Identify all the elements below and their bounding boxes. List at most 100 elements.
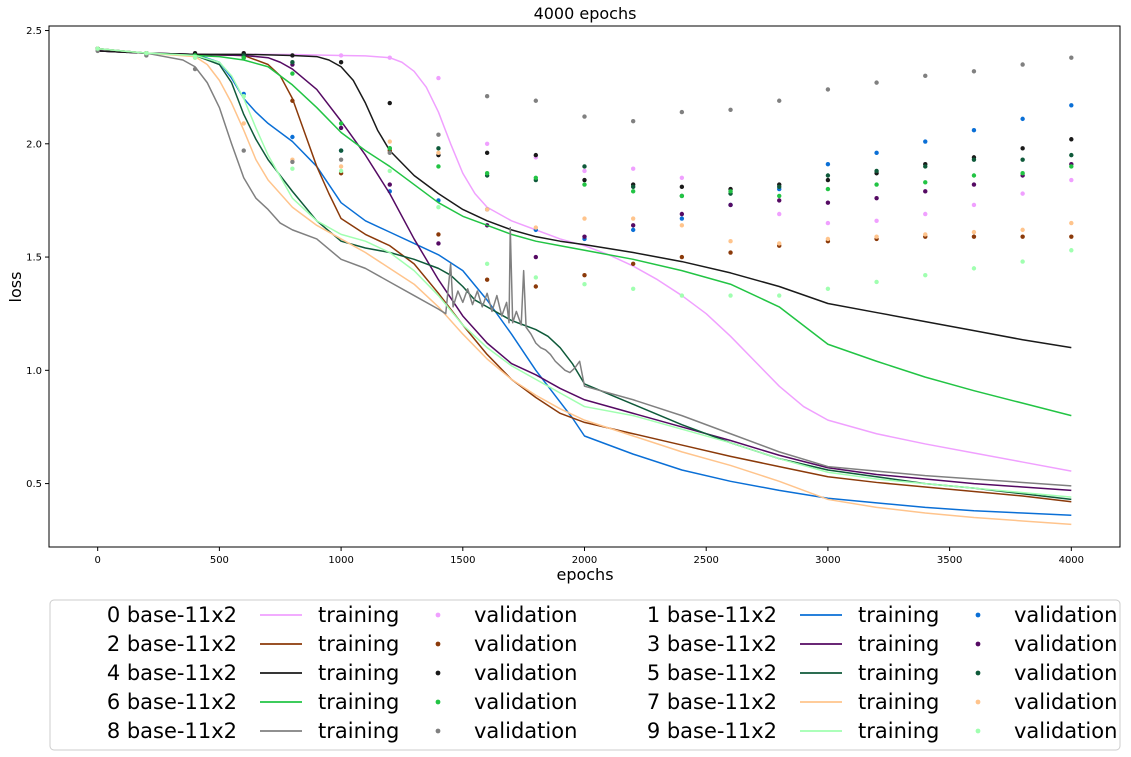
validation-point-6: [387, 146, 392, 151]
y-tick-label: 2.5: [26, 26, 42, 37]
validation-point-9: [874, 279, 879, 285]
legend-series-name: 0 base-11x2: [107, 603, 237, 627]
validation-point-8: [874, 80, 879, 85]
validation-point-8: [484, 94, 490, 99]
legend-entry-4: 4 base-11x2 training validation: [107, 661, 578, 685]
validation-point-9: [679, 293, 685, 298]
legend-series-name: 2 base-11x2: [107, 632, 237, 656]
validation-point-8: [1069, 55, 1074, 60]
legend-validation-swatch: [975, 612, 981, 618]
legend-series-name: 4 base-11x2: [107, 661, 237, 685]
series-8: [95, 47, 1074, 487]
validation-point-8: [971, 69, 977, 74]
y-tick-label: 0.5: [26, 479, 42, 490]
validation-point-7: [728, 239, 733, 244]
legend-series-name: 5 base-11x2: [647, 661, 777, 685]
training-line-4: [97, 50, 1072, 349]
validation-point-6: [582, 182, 587, 187]
chart-title: 4000 epochs: [534, 4, 637, 23]
validation-point-0: [777, 211, 782, 217]
validation-point-8: [777, 98, 782, 103]
validation-point-3: [436, 241, 441, 246]
validation-point-2: [1069, 234, 1074, 239]
x-tick-label: 1500: [450, 555, 475, 566]
validation-point-6: [290, 71, 295, 76]
validation-point-3: [728, 202, 733, 208]
legend-validation-swatch: [435, 612, 441, 618]
legend-training-label: training: [318, 719, 399, 743]
legend-validation-label: validation: [1014, 690, 1117, 714]
validation-point-5: [1069, 152, 1074, 158]
validation-point-8: [679, 109, 685, 115]
validation-point-7: [1069, 220, 1074, 226]
validation-point-8: [825, 87, 831, 92]
validation-point-9: [728, 293, 733, 298]
legend-validation-label: validation: [474, 690, 577, 714]
validation-point-0: [387, 55, 392, 60]
validation-point-6: [1069, 164, 1074, 169]
validation-point-1: [290, 134, 295, 140]
legend-training-label: training: [318, 690, 399, 714]
validation-point-7: [679, 223, 685, 228]
validation-point-9: [290, 166, 295, 171]
x-tick-label: 2000: [572, 555, 597, 566]
validation-point-4: [533, 152, 539, 158]
legend-validation-swatch: [975, 699, 981, 705]
validation-point-3: [923, 189, 928, 194]
x-axis-label: epochs: [556, 565, 613, 584]
validation-point-0: [1069, 177, 1074, 183]
validation-point-5: [971, 157, 977, 162]
validation-point-6: [1020, 171, 1025, 176]
validation-point-3: [777, 198, 782, 203]
validation-point-0: [971, 202, 977, 208]
y-tick-label: 1.5: [26, 253, 42, 264]
validation-point-6: [679, 193, 685, 199]
validation-point-7: [338, 164, 344, 169]
validation-point-6: [923, 180, 928, 185]
validation-point-8: [241, 148, 246, 153]
legend-series-name: 8 base-11x2: [107, 719, 237, 743]
validation-point-2: [484, 277, 490, 282]
validation-point-3: [825, 200, 831, 205]
legend-entry-1: 1 base-11x2 training validation: [647, 603, 1118, 627]
validation-point-9: [387, 168, 392, 174]
x-tick-label: 3000: [815, 555, 840, 566]
legend-entry-2: 2 base-11x2 training validation: [107, 632, 578, 656]
legend-validation-label: validation: [474, 603, 577, 627]
validation-point-2: [971, 234, 977, 239]
validation-point-8: [387, 150, 392, 156]
validation-point-0: [679, 175, 685, 180]
legend-validation-label: validation: [1014, 632, 1117, 656]
legend-validation-swatch: [975, 670, 981, 676]
legend-box: [49, 599, 1121, 751]
validation-point-9: [95, 46, 100, 51]
validation-point-0: [874, 218, 879, 224]
legend-training-label: training: [858, 632, 939, 656]
validation-point-9: [1020, 259, 1025, 264]
validation-point-8: [338, 157, 344, 162]
validation-point-5: [1020, 157, 1025, 162]
legend-entry-0: 0 base-11x2 training validation: [107, 603, 578, 627]
legend-training-label: training: [858, 719, 939, 743]
validation-point-1: [1020, 116, 1025, 122]
validation-point-3: [338, 125, 344, 131]
validation-point-8: [728, 107, 733, 113]
validation-point-9: [484, 261, 490, 267]
validation-point-5: [630, 184, 636, 190]
legend-series-name: 9 base-11x2: [647, 719, 777, 743]
x-tick-label: 0: [94, 555, 100, 566]
legend-validation-swatch: [975, 641, 981, 647]
validation-point-3: [533, 254, 539, 260]
validation-point-5: [825, 173, 831, 178]
validation-point-3: [971, 182, 977, 187]
validation-point-8: [630, 118, 636, 124]
validation-point-4: [1069, 137, 1074, 142]
validation-point-4: [290, 53, 295, 58]
validation-point-0: [582, 168, 587, 174]
training-line-7: [97, 47, 1072, 526]
validation-point-6: [874, 182, 879, 187]
validation-point-8: [192, 66, 198, 72]
validation-point-8: [923, 73, 928, 79]
validation-point-5: [436, 146, 441, 151]
